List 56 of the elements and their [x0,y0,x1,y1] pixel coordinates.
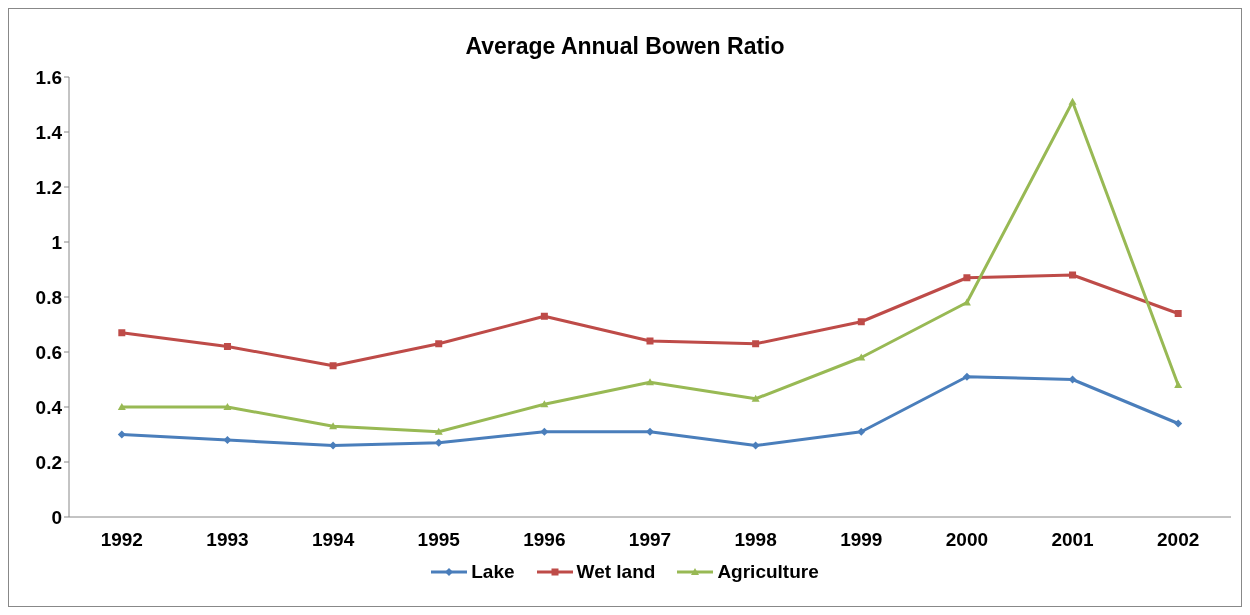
y-tick-label: 0 [51,506,62,528]
point [1174,310,1182,317]
x-tick-label: 1999 [840,529,883,551]
point [117,430,126,439]
x-tick-label: 2001 [1051,529,1095,551]
point [1068,375,1077,384]
point [646,378,654,386]
y-tick-label: 1.6 [35,66,62,88]
point [857,427,866,436]
point [540,427,549,436]
x-tick-label: 1992 [100,529,143,551]
point [434,438,443,447]
point [646,337,654,345]
y-tick-label: 0.8 [35,286,62,308]
point [540,312,548,320]
x-tick-label: 2000 [945,529,989,551]
point [118,329,126,337]
point [329,362,337,370]
y-tick-label: 0.4 [35,396,63,418]
point [857,353,866,361]
point [1174,381,1183,388]
y-tick-label: 1 [51,231,63,253]
point [962,298,971,306]
x-tick-label: 2002 [1157,529,1200,551]
x-tick-label: 1996 [523,529,566,551]
point [857,318,865,326]
point [117,403,126,410]
x-tick-label: 1994 [311,529,355,551]
point [751,441,760,450]
x-tick-label: 1993 [206,529,249,551]
legend-label: Agriculture [717,561,819,583]
point [751,394,760,402]
legend-label: Wet land [576,561,656,583]
point [646,427,654,436]
point [752,340,760,348]
point [1174,419,1183,428]
point [329,422,338,430]
chart-title: Average Annual Bowen Ratio [464,33,786,61]
y-tick-label: 1.2 [35,176,62,198]
point [223,343,231,350]
point [1069,271,1077,279]
point [540,400,549,408]
y-tick-label: 0.6 [35,341,62,363]
y-tick-label: 0.2 [35,451,62,473]
point [435,340,443,348]
x-tick-label: 1998 [734,529,777,551]
point [223,436,232,444]
legend-label: Lake [471,561,515,583]
point [962,372,971,381]
y-tick-label: 1.4 [35,121,63,143]
x-tick-label: 1995 [417,529,461,551]
point [434,427,443,435]
point [1068,97,1077,105]
x-tick-label: 1997 [628,529,672,551]
point [963,274,971,282]
point [223,403,232,410]
